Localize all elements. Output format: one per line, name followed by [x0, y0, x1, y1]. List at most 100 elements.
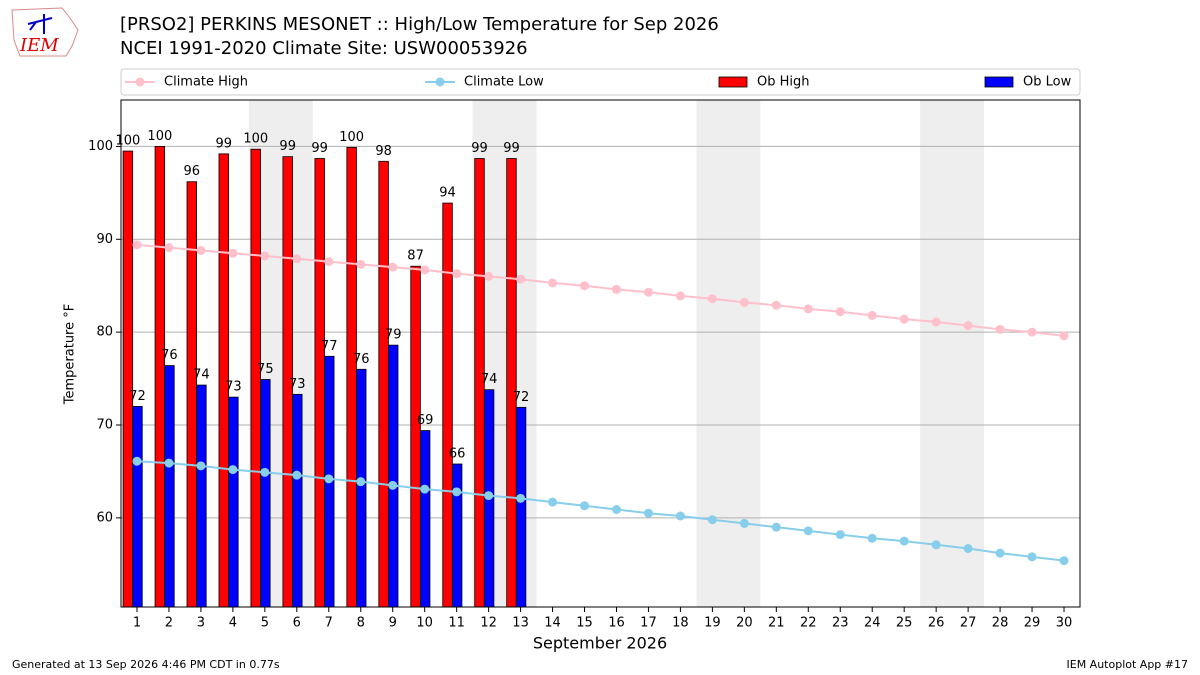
bar-value-label: 96	[184, 164, 201, 179]
chart-subtitle: NCEI 1991-2020 Climate Site: USW00053926	[120, 38, 528, 59]
line-marker	[228, 248, 238, 258]
x-tick-label: 13	[512, 616, 529, 631]
x-axis-label: September 2026	[533, 634, 667, 653]
bar	[515, 406, 527, 608]
legend-label: Climate Low	[464, 75, 544, 90]
footer-left: Generated at 13 Sep 2026 4:46 PM CDT in …	[12, 658, 280, 671]
bar-value-label: 99	[279, 139, 296, 154]
line-marker	[292, 470, 302, 480]
bar-value-label: 100	[115, 134, 140, 149]
bar-value-label: 66	[449, 447, 466, 462]
bar-value-label: 87	[407, 249, 424, 264]
line-marker	[1027, 552, 1037, 562]
x-tick-label: 6	[293, 616, 301, 631]
line-marker	[196, 461, 206, 471]
line-marker	[707, 515, 717, 525]
x-tick-label: 2	[165, 616, 173, 631]
x-tick-label: 18	[672, 616, 689, 631]
line-marker	[835, 307, 845, 317]
line-marker	[803, 304, 813, 314]
line-marker	[995, 324, 1005, 334]
bar	[228, 396, 239, 608]
line-marker	[420, 265, 430, 275]
line-marker	[867, 533, 877, 543]
x-tick-label: 5	[261, 616, 269, 631]
line-marker	[548, 497, 558, 507]
line-marker	[292, 254, 302, 264]
bar-value-label: 74	[481, 372, 498, 387]
bar	[388, 344, 399, 608]
bar-value-label: 99	[503, 141, 520, 156]
line-marker	[324, 474, 334, 484]
bar	[451, 463, 463, 608]
x-tick-label: 19	[704, 616, 721, 631]
line-marker	[899, 536, 909, 546]
line-marker	[963, 321, 973, 331]
line-marker	[548, 278, 558, 288]
footer-right: IEM Autoplot App #17	[1067, 658, 1189, 671]
bar-value-label: 76	[161, 348, 178, 363]
x-tick-label: 28	[992, 616, 1009, 631]
bar-value-label: 77	[321, 339, 338, 354]
logo: IEM	[11, 7, 79, 57]
line-marker	[260, 251, 270, 261]
bar	[410, 265, 421, 608]
bar-value-label: 73	[289, 377, 306, 392]
x-tick-label: 10	[416, 616, 433, 631]
line-marker	[452, 487, 462, 497]
x-tick-label: 8	[357, 616, 365, 631]
legend-box	[120, 68, 1081, 96]
bar	[164, 365, 175, 608]
line-marker	[611, 284, 621, 294]
x-tick-label: 21	[768, 616, 785, 631]
line-marker	[196, 245, 206, 255]
y-tick-label: 60	[96, 510, 113, 525]
line-marker	[899, 314, 909, 324]
bar-value-label: 98	[375, 144, 392, 159]
line-marker	[1059, 556, 1069, 566]
line-marker	[771, 300, 781, 310]
bar-value-label: 79	[385, 328, 402, 343]
bar	[419, 430, 431, 608]
plot-frame	[120, 99, 1081, 608]
bar	[442, 202, 453, 608]
bar	[196, 384, 207, 608]
line-marker	[228, 465, 238, 475]
line-marker	[356, 259, 366, 269]
logo-outline	[11, 7, 79, 57]
bar-value-label: 75	[257, 362, 274, 377]
x-tick-label: 9	[389, 616, 397, 631]
x-tick-label: 15	[576, 616, 593, 631]
x-tick-label: 14	[544, 616, 561, 631]
legend-label: Climate High	[164, 75, 248, 90]
bar-value-label: 76	[353, 352, 370, 367]
line-marker	[995, 548, 1005, 558]
y-tick-label: 80	[96, 325, 113, 340]
line	[136, 460, 1065, 562]
line-marker	[580, 281, 590, 291]
bar-value-label: 69	[417, 413, 434, 428]
line-marker	[484, 491, 494, 501]
line-marker	[963, 544, 973, 553]
bar	[378, 160, 389, 608]
bar	[250, 148, 261, 608]
chart-title: [PRSO2] PERKINS MESONET :: High/Low Temp…	[120, 14, 719, 35]
x-tick-label: 12	[480, 616, 497, 631]
y-axis-label: Temperature °F	[63, 304, 78, 405]
x-tick-label: 20	[736, 616, 753, 631]
logo-icon	[27, 14, 53, 34]
x-tick-label: 4	[229, 616, 237, 631]
x-tick-label: 29	[1024, 616, 1041, 631]
line-marker	[132, 456, 142, 466]
line-marker	[452, 269, 462, 279]
line-marker	[516, 274, 526, 284]
y-tick-label: 70	[96, 418, 113, 433]
bar-value-label: 100	[243, 132, 268, 147]
bar	[260, 379, 271, 608]
x-tick-label: 25	[896, 616, 913, 631]
line-marker	[675, 511, 685, 521]
line-marker	[931, 317, 941, 327]
legend-swatch	[984, 76, 1014, 88]
bar-value-label: 72	[129, 389, 146, 404]
